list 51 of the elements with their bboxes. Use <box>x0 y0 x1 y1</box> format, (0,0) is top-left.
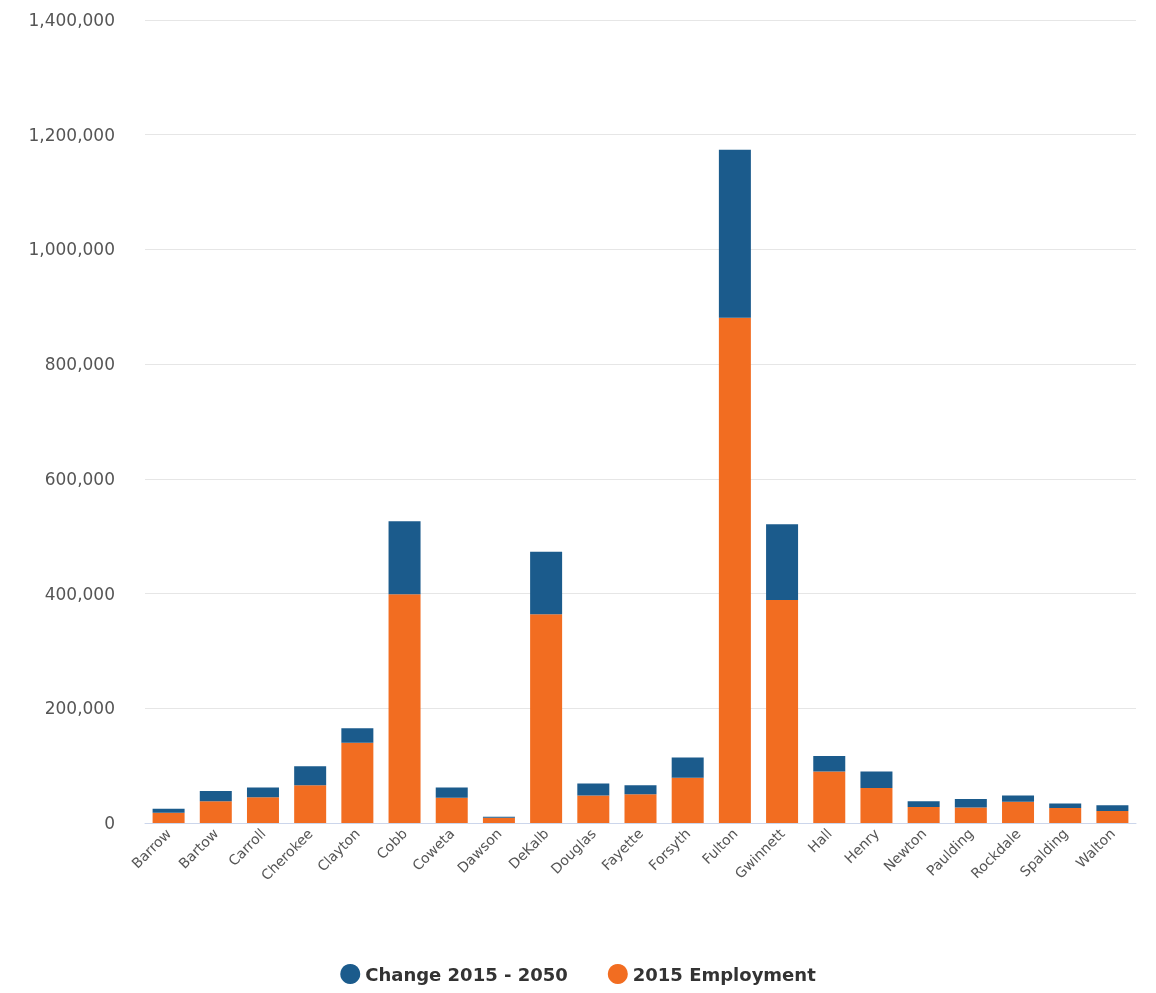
y-tick-label: 0 <box>104 813 115 833</box>
legend-label: 2015 Employment <box>632 963 817 985</box>
bar <box>246 787 279 798</box>
bar <box>530 551 563 615</box>
bar <box>388 594 421 823</box>
bar <box>907 801 940 807</box>
bar <box>152 812 185 823</box>
bar <box>530 614 563 823</box>
bar <box>718 149 751 318</box>
bar <box>294 785 327 823</box>
bar <box>388 521 421 595</box>
bar <box>813 771 846 823</box>
bar <box>860 788 893 823</box>
y-tick-label: 600,000 <box>44 468 115 489</box>
bar <box>577 783 610 796</box>
y-tick-label: 1,200,000 <box>28 124 115 145</box>
y-tick-label: 200,000 <box>44 698 115 719</box>
bar <box>907 806 940 823</box>
bar <box>766 524 799 600</box>
bar <box>199 801 232 823</box>
bar <box>1002 801 1035 823</box>
bar <box>1049 803 1082 809</box>
bar <box>718 317 751 823</box>
bar <box>482 817 515 823</box>
bar <box>341 742 374 823</box>
bar <box>294 766 327 786</box>
bar <box>1096 810 1129 823</box>
bar <box>1096 805 1129 811</box>
bar <box>766 599 799 823</box>
y-tick-label: 1,000,000 <box>28 239 115 260</box>
bar <box>577 795 610 823</box>
bar <box>671 777 704 823</box>
y-tick-label: 400,000 <box>44 583 115 604</box>
bar <box>624 785 657 795</box>
bar <box>152 808 185 813</box>
bar <box>1049 808 1082 823</box>
bar <box>246 797 279 823</box>
bar <box>435 797 468 823</box>
y-tick-label: 1,400,000 <box>28 10 115 30</box>
bar <box>954 807 987 823</box>
bar <box>624 794 657 823</box>
bar <box>671 757 704 778</box>
bar <box>341 728 374 743</box>
bar <box>1002 795 1035 802</box>
y-tick-label: 800,000 <box>44 354 115 375</box>
bar <box>954 798 987 808</box>
bar <box>813 755 846 772</box>
legend-label: Change 2015 - 2050 <box>365 963 568 985</box>
bar <box>435 787 468 798</box>
bar <box>199 790 232 802</box>
bar <box>860 771 893 789</box>
